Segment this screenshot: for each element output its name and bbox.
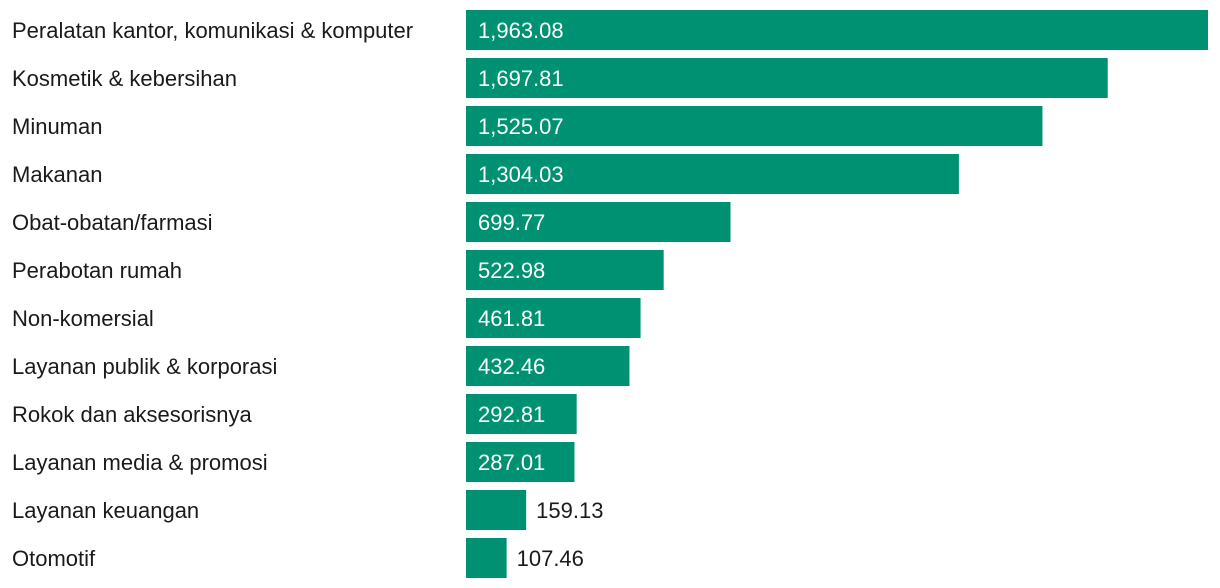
category-label-layanan-keuangan: Layanan keuangan: [12, 498, 199, 523]
bar-makanan: [466, 154, 959, 194]
bar-rokok-dan-aksesorisnya: [466, 394, 577, 434]
bar-otomotif: [466, 538, 507, 578]
value-label-non-komersial: 461.81: [478, 306, 545, 331]
category-label-peralatan-kantor-komunikasi-komputer: Peralatan kantor, komunikasi & komputer: [12, 18, 413, 43]
bar-non-komersial: [466, 298, 641, 338]
bar-layanan-media-promosi: [466, 442, 575, 482]
bar-kosmetik-kebersihan: [466, 58, 1108, 98]
category-labels: Peralatan kantor, komunikasi & komputer K…: [12, 18, 413, 571]
value-label-minuman: 1,525.07: [478, 114, 564, 139]
category-label-otomotif: Otomotif: [12, 546, 96, 571]
bar-minuman: [466, 106, 1043, 146]
bars: [466, 10, 1208, 578]
value-label-otomotif: 107.46: [517, 546, 584, 571]
bar-peralatan-kantor-komunikasi-komputer: [466, 10, 1208, 50]
value-label-layanan-media-promosi: 287.01: [478, 450, 545, 475]
category-label-layanan-publik-korporasi: Layanan publik & korporasi: [12, 354, 277, 379]
value-label-perabotan-rumah: 522.98: [478, 258, 545, 283]
value-label-layanan-keuangan: 159.13: [536, 498, 603, 523]
category-label-layanan-media-promosi: Layanan media & promosi: [12, 450, 268, 475]
bar-obat-obatan-farmasi: [466, 202, 731, 242]
bar-layanan-publik-korporasi: [466, 346, 630, 386]
category-label-obat-obatan-farmasi: Obat-obatan/farmasi: [12, 210, 213, 235]
category-label-kosmetik-kebersihan: Kosmetik & kebersihan: [12, 66, 237, 91]
value-label-obat-obatan-farmasi: 699.77: [478, 210, 545, 235]
category-label-makanan: Makanan: [12, 162, 103, 187]
value-label-kosmetik-kebersihan: 1,697.81: [478, 66, 564, 91]
bar-perabotan-rumah: [466, 250, 664, 290]
value-labels: 1,963.08 1,697.81 1,525.07 1,304.03 699.77 52…: [478, 18, 603, 571]
value-label-peralatan-kantor-komunikasi-komputer: 1,963.08: [478, 18, 564, 43]
category-label-rokok-dan-aksesorisnya: Rokok dan aksesorisnya: [12, 402, 252, 427]
value-label-makanan: 1,304.03: [478, 162, 564, 187]
value-label-layanan-publik-korporasi: 432.46: [478, 354, 545, 379]
category-label-perabotan-rumah: Perabotan rumah: [12, 258, 182, 283]
bar-layanan-keuangan: [466, 490, 527, 530]
category-label-minuman: Minuman: [12, 114, 102, 139]
category-label-non-komersial: Non-komersial: [12, 306, 154, 331]
value-label-rokok-dan-aksesorisnya: 292.81: [478, 402, 545, 427]
